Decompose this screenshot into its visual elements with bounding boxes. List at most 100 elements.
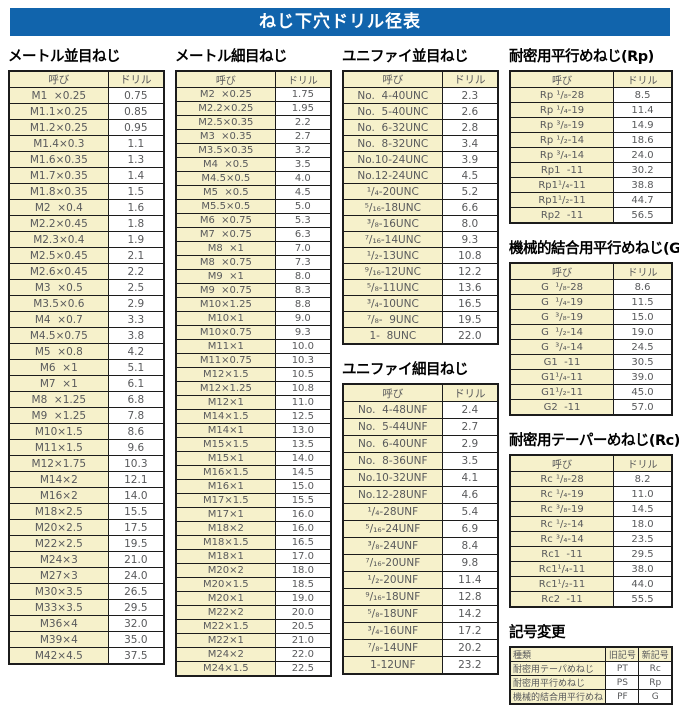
designation-cell: No. 6-40UNF — [342, 435, 443, 453]
designation-cell: 1- 8UNC — [342, 327, 443, 345]
designation-cell: M18×1.5 — [175, 535, 276, 550]
value-cell: 3.3 — [107, 311, 165, 328]
table-row: M18×2 16.0 — [175, 521, 332, 536]
designation-cell: M22×1.5 — [175, 619, 276, 634]
designation-cell: G1¹/₂-11 — [509, 384, 615, 400]
table-row: No. 5-40UNC 2.6 — [342, 103, 499, 120]
designation-cell: M2.3×0.4 — [8, 231, 109, 248]
value-cell: 2.1 — [107, 247, 165, 264]
value-cell: 1.3 — [107, 151, 165, 168]
value-cell: 10.8 — [274, 381, 332, 396]
value-cell: 3.5 — [274, 157, 332, 172]
table-row: M2.2×0.25 1.95 — [175, 101, 332, 116]
value-cell: 5.1 — [107, 359, 165, 376]
designation-cell: M4.5×0.75 — [8, 327, 109, 344]
designation-cell: M20×1 — [175, 591, 276, 606]
table-row: M8 ×0.75 7.3 — [175, 255, 332, 270]
table-row: G ¹/₈-28 8.6 — [509, 279, 673, 295]
table-row: M24×1.5 22.5 — [175, 661, 332, 677]
value-cell: 3.4 — [441, 135, 499, 152]
value-cell: PT — [605, 661, 640, 676]
value-cell: 5.4 — [441, 503, 499, 521]
value-cell: 55.5 — [613, 591, 673, 608]
designation-cell: M9 ×0.75 — [175, 283, 276, 298]
designation-cell: M12×1.75 — [8, 455, 109, 472]
table-row: M12×1.25 10.8 — [175, 381, 332, 396]
designation-cell: M5.5×0.5 — [175, 199, 276, 214]
designation-cell: Rp1¹/₄-11 — [509, 177, 615, 193]
value-cell: 1.6 — [107, 199, 165, 216]
column-header: 呼び — [509, 70, 615, 88]
designation-cell: G2 -11 — [509, 399, 615, 416]
value-cell: 17.0 — [274, 549, 332, 564]
header-row: 種類 旧記号 新記号 — [509, 646, 673, 662]
designation-cell: ³/₄-16UNF — [342, 622, 443, 640]
value-cell: 8.0 — [274, 269, 332, 284]
table-row: M11×1 10.0 — [175, 339, 332, 354]
value-cell: 5.3 — [274, 213, 332, 228]
table-row: M30×3.5 26.5 — [8, 583, 165, 600]
value-cell: 14.5 — [274, 465, 332, 480]
table-row: Rc ³/₈-19 14.5 — [509, 501, 673, 517]
designation-cell: M4.5×0.5 — [175, 171, 276, 186]
value-cell: 0.75 — [107, 87, 165, 104]
value-cell: 24.0 — [613, 147, 673, 163]
designation-cell: M3.5×0.6 — [8, 295, 109, 312]
value-cell: 11.4 — [613, 102, 673, 118]
table-row: M8 ×1 7.0 — [175, 241, 332, 256]
designation-cell: G1¹/₄-11 — [509, 369, 615, 385]
value-cell: 22.5 — [274, 661, 332, 677]
table-row: M3.5×0.6 2.9 — [8, 295, 165, 312]
table-row: M2.6×0.45 2.2 — [8, 263, 165, 280]
table-row: No.12-28UNF 4.6 — [342, 486, 499, 504]
designation-cell: Rc1¹/₄-11 — [509, 561, 615, 577]
value-cell: 29.5 — [613, 546, 673, 562]
value-cell: 1.5 — [107, 183, 165, 200]
designation-cell: Rc ¹/₂-14 — [509, 516, 615, 532]
value-cell: 7.8 — [107, 407, 165, 424]
designation-cell: M1.2×0.25 — [8, 119, 109, 136]
designation-cell: ⁵/₈-11UNC — [342, 279, 443, 296]
value-cell: 14.5 — [613, 501, 673, 517]
value-cell: 7.0 — [274, 241, 332, 256]
value-cell: 2.9 — [107, 295, 165, 312]
designation-cell: M7 ×0.75 — [175, 227, 276, 242]
table-row: M2 ×0.25 1.75 — [175, 87, 332, 102]
table-row: 機械的結合用平行めねじ PF G — [509, 689, 673, 705]
value-cell: 3.5 — [441, 452, 499, 470]
value-cell: 0.95 — [107, 119, 165, 136]
designation-cell: M16×1.5 — [175, 465, 276, 480]
header-row: 呼び ドリル — [509, 262, 673, 280]
table-row: G1¹/₂-11 45.0 — [509, 384, 673, 400]
value-cell: 15.0 — [274, 479, 332, 494]
designation-cell: M15×1.5 — [175, 437, 276, 452]
designation-cell: M18×2.5 — [8, 503, 109, 520]
designation-cell: G ³/₈-19 — [509, 309, 615, 325]
value-cell: 44.0 — [613, 576, 673, 592]
value-cell: 30.2 — [613, 162, 673, 178]
value-cell: 20.5 — [274, 619, 332, 634]
value-cell: 44.7 — [613, 192, 673, 208]
value-cell: 19.5 — [107, 535, 165, 552]
table-row: G ³/₄-14 24.5 — [509, 339, 673, 355]
designation-cell: ⁵/₁₆-24UNF — [342, 520, 443, 538]
designation-cell: G ³/₄-14 — [509, 339, 615, 355]
designation-cell: M8 ×1 — [175, 241, 276, 256]
value-cell: 29.5 — [107, 599, 165, 616]
value-cell: 19.5 — [441, 311, 499, 328]
value-cell: 19.0 — [613, 324, 673, 340]
designation-cell: ¹/₂-13UNC — [342, 247, 443, 264]
designation-cell: M1.4×0.3 — [8, 135, 109, 152]
value-cell: 21.0 — [107, 551, 165, 568]
column-header: 呼び — [175, 70, 276, 88]
table-row: Rc ¹/₂-14 18.0 — [509, 516, 673, 532]
table-row: M2.3×0.4 1.9 — [8, 231, 165, 248]
table-row: M16×1 15.0 — [175, 479, 332, 494]
table-row: M10×1 9.0 — [175, 311, 332, 326]
value-cell: 11.5 — [613, 294, 673, 310]
table-row: M14×1.5 12.5 — [175, 409, 332, 424]
designation-cell: ⁷/₁₆-14UNC — [342, 231, 443, 248]
section-title-symbol-change: 記号変更 — [509, 625, 566, 641]
designation-cell: No. 5-40UNC — [342, 103, 443, 120]
designation-cell: No.10-24UNC — [342, 151, 443, 168]
